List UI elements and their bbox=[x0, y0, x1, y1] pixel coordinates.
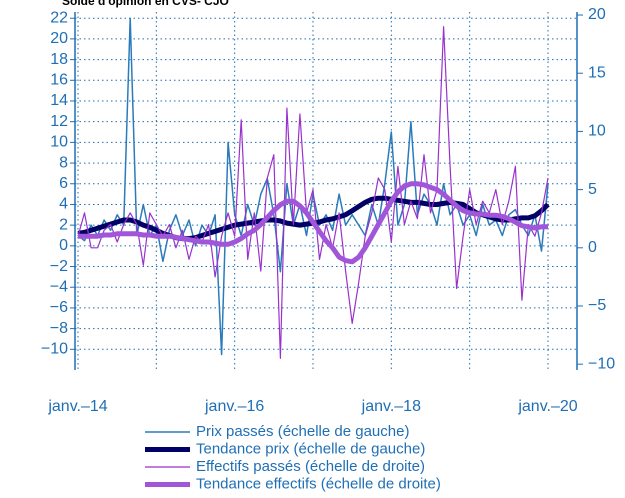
y-tick-label: −6 bbox=[50, 299, 68, 316]
chart-title: Solde d'opinion en CVS- CJO bbox=[62, 0, 229, 8]
y-tick-label: 2 bbox=[59, 216, 68, 233]
y-tick-label: 4 bbox=[59, 196, 68, 213]
y-tick-label: −8 bbox=[50, 320, 68, 337]
y-tick-label: 16 bbox=[50, 72, 68, 89]
y-tick-label: 20 bbox=[50, 30, 68, 47]
y2-tick-label: 5 bbox=[588, 181, 597, 198]
x-tick-label: janv.–20 bbox=[517, 398, 577, 415]
y-tick-label: 22 bbox=[50, 9, 68, 26]
legend-label: Prix passés (échelle de gauche) bbox=[196, 423, 409, 440]
y-tick-label: 0 bbox=[59, 237, 68, 254]
y-tick-label: 14 bbox=[50, 92, 68, 109]
y-tick-label: −4 bbox=[50, 278, 68, 295]
y-tick-label: 8 bbox=[59, 154, 68, 171]
x-tick-label: janv.–16 bbox=[204, 398, 264, 415]
y2-tick-label: −5 bbox=[588, 297, 606, 314]
y2-tick-label: −10 bbox=[588, 355, 615, 372]
y-tick-label: 6 bbox=[59, 175, 68, 192]
legend-label: Tendance prix (échelle de gauche) bbox=[196, 440, 425, 457]
legend-label: Effectifs passés (échelle de droite) bbox=[196, 458, 425, 475]
y-tick-label: −10 bbox=[41, 341, 68, 358]
series-line bbox=[78, 181, 548, 265]
y2-tick-label: 20 bbox=[588, 6, 606, 23]
y-tick-label: 10 bbox=[50, 134, 68, 151]
y2-tick-label: 15 bbox=[588, 64, 606, 81]
y-tick-label: 12 bbox=[50, 113, 68, 130]
y-tick-label: 18 bbox=[50, 51, 68, 68]
legend-label: Tendance effectifs (échelle de droite) bbox=[196, 475, 441, 492]
legend: Prix passés (échelle de gauche)Tendance … bbox=[145, 423, 441, 492]
series-line bbox=[77, 26, 549, 359]
y2-tick-label: 0 bbox=[588, 239, 597, 256]
y2-tick-label: 10 bbox=[588, 123, 606, 140]
y-tick-label: −2 bbox=[50, 258, 68, 275]
x-tick-label: janv.–14 bbox=[47, 398, 107, 415]
x-tick-label: janv.–18 bbox=[361, 398, 421, 415]
series-line bbox=[77, 17, 549, 356]
